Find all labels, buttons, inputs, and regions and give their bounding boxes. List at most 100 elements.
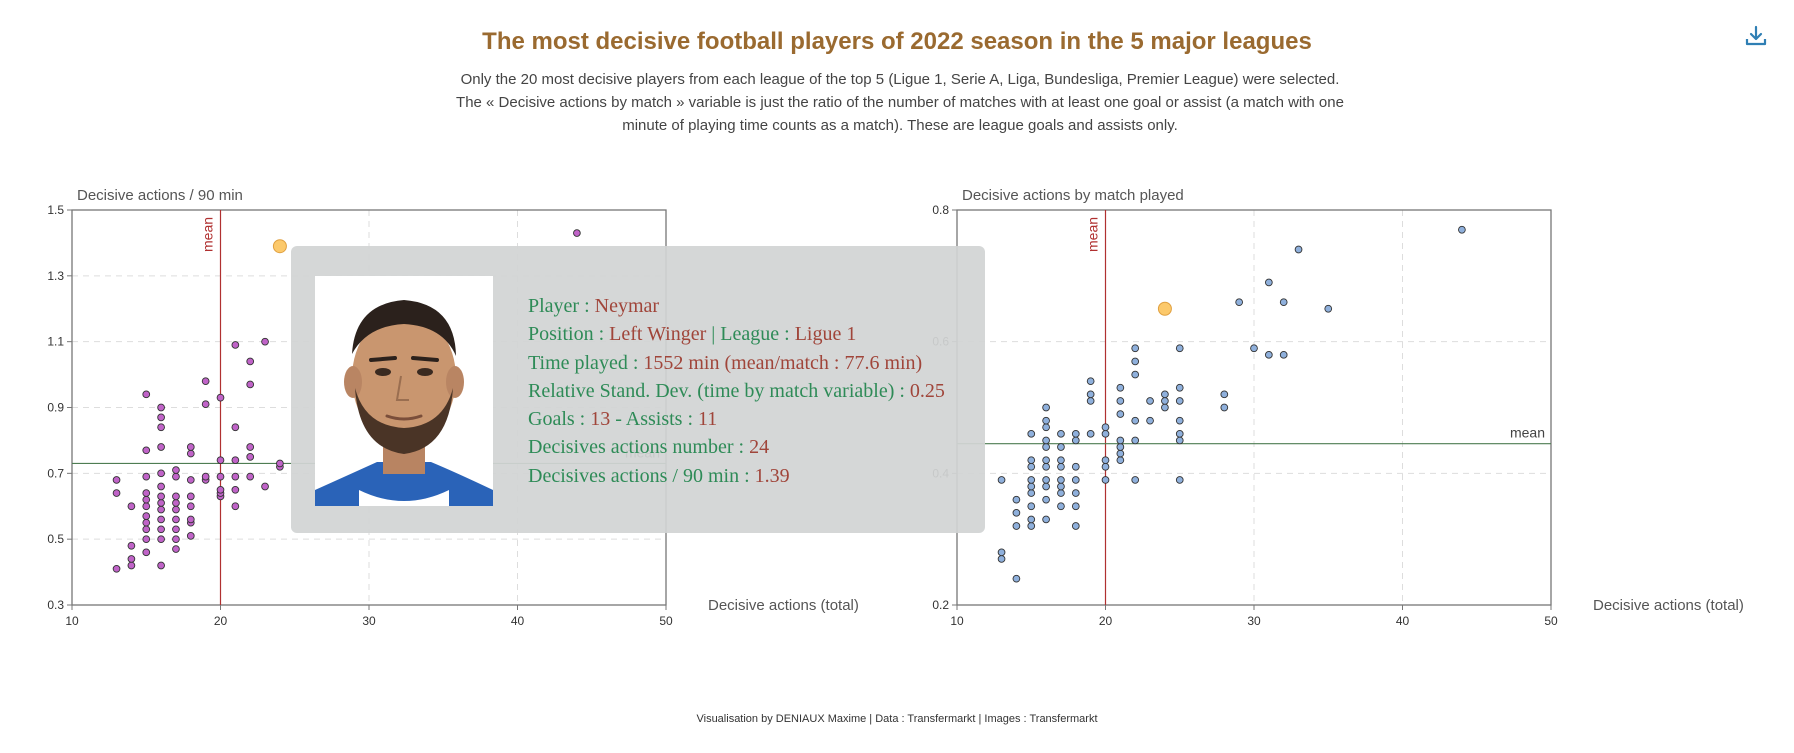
tooltip-value: Neymar	[594, 295, 660, 317]
chart2-data-point	[1161, 403, 1169, 412]
chart1-data-point	[142, 535, 151, 544]
tooltip-label: Time played :	[528, 351, 644, 374]
chart2-highlighted-point	[1157, 301, 1172, 316]
chart2-data-point	[1057, 443, 1065, 451]
chart1-data-point	[186, 449, 195, 458]
tooltip-label: Relative Stand. Dev. (time by match vari…	[528, 379, 910, 402]
chart2-data-point	[1220, 390, 1229, 399]
chart2-data-point	[1101, 423, 1110, 432]
chart2-x-axis-label: Decisive actions (total)	[1593, 597, 1744, 614]
chart1-data-point	[142, 525, 151, 534]
chart1-data-point	[231, 485, 240, 494]
chart1-data-point	[246, 380, 255, 389]
chart2-data-point	[1131, 476, 1140, 484]
chart2-data-point	[1027, 476, 1036, 484]
chart2-data-point	[1250, 344, 1258, 353]
tooltip-decisive-number: Decisives actions number : 24	[528, 433, 945, 461]
tooltip-goals-assists: Goals : 13 - Assists : 11	[528, 405, 945, 433]
chart2-data-point	[1131, 370, 1140, 379]
chart2-data-point	[1101, 456, 1110, 465]
tooltip-value: 11	[698, 408, 718, 431]
chart2-data-point	[1057, 482, 1065, 491]
chart1-data-point	[186, 532, 195, 540]
chart1-y-tick-label: 1.1	[47, 335, 64, 349]
chart2-data-point	[1027, 456, 1036, 465]
chart1-data-point	[261, 337, 269, 346]
chart1-data-point	[231, 341, 240, 349]
chart2-x-tick-label: 50	[1544, 614, 1558, 628]
chart2-mean-x-label: mean	[1085, 217, 1101, 252]
chart1-x-tick-label: 20	[214, 614, 228, 628]
chart1-data-point	[127, 555, 136, 563]
chart2-data-point	[1101, 462, 1110, 471]
chart1-data-point	[172, 515, 180, 524]
chart2-data-point	[1131, 416, 1140, 425]
chart1-data-point	[216, 393, 225, 402]
chart1-data-point	[157, 423, 165, 432]
chart1-data-point	[186, 443, 195, 451]
subtitle-line: minute of playing time counts as a match…	[622, 117, 1178, 134]
chart2-data-point	[1057, 456, 1065, 465]
tooltip-label: Position :	[528, 323, 610, 346]
chart1-data-point	[216, 456, 225, 465]
chart1-y-axis-label: Decisive actions / 90 min	[77, 187, 243, 204]
chart2-data-point	[1057, 502, 1065, 511]
chart1-data-point	[186, 492, 195, 501]
chart2-data-point	[1279, 350, 1288, 359]
chart2-data-point	[1086, 397, 1095, 405]
chart1-data-point	[142, 472, 151, 481]
chart1-data-point	[112, 489, 121, 497]
chart1-data-point	[157, 505, 165, 514]
tooltip-label: Decisives actions number :	[528, 436, 750, 459]
chart1-data-point	[142, 502, 151, 511]
chart2-data-point	[1012, 495, 1021, 504]
chart2-data-point	[1264, 350, 1273, 359]
chart1-data-point	[142, 512, 151, 520]
chart1-data-point	[186, 502, 195, 511]
tooltip-label: | League :	[706, 323, 795, 346]
download-icon[interactable]	[1744, 24, 1768, 48]
tooltip-value: 13	[590, 408, 611, 431]
chart2-data-point	[1057, 489, 1065, 497]
chart2-data-point	[1027, 515, 1036, 524]
chart1-data-point	[142, 446, 151, 455]
tooltip-label: Goals :	[528, 408, 591, 431]
chart1-data-point	[246, 453, 255, 461]
chart2-data-point	[1071, 429, 1080, 438]
chart1-data-point	[157, 469, 165, 478]
chart1-data-point	[231, 472, 240, 481]
chart2-data-point	[1042, 476, 1050, 484]
chart2-data-point	[1057, 429, 1065, 438]
tooltip-rsd: Relative Stand. Dev. (time by match vari…	[528, 377, 945, 405]
chart2-data-point	[1012, 574, 1021, 583]
chart2-data-point	[1458, 225, 1466, 234]
chart2-data-point	[1175, 429, 1184, 438]
chart1-data-point	[216, 485, 225, 494]
chart2-data-point	[1116, 456, 1125, 465]
chart2-data-point	[1220, 403, 1229, 412]
chart2-data-point	[1042, 456, 1050, 465]
chart2-data-point	[1175, 476, 1184, 484]
chart1-data-point	[172, 472, 180, 481]
chart2-data-point	[1116, 383, 1125, 392]
chart1-mean-x-label: mean	[200, 217, 216, 252]
chart1-data-point	[231, 423, 240, 432]
chart1-data-point	[172, 505, 180, 514]
chart1-data-point	[172, 545, 180, 553]
chart2-x-tick-label: 20	[1099, 614, 1113, 628]
chart2-data-point	[1175, 344, 1184, 353]
chart2-data-point	[1279, 298, 1288, 307]
chart1-data-point	[231, 502, 240, 511]
chart2-data-point	[1086, 377, 1095, 386]
chart2-data-point	[1131, 436, 1140, 445]
chart2-data-point	[1042, 482, 1050, 491]
chart1-x-tick-label: 50	[659, 614, 673, 628]
chart2-x-tick-label: 10	[950, 614, 964, 628]
chart2-data-point	[1101, 476, 1110, 484]
chart1-data-point	[246, 472, 255, 481]
chart1-data-point	[112, 476, 121, 484]
chart2-data-point	[1116, 410, 1125, 418]
tooltip-value: Ligue 1	[794, 323, 857, 346]
chart2-data-point	[1042, 403, 1050, 412]
subtitle-line: The « Decisive actions by match » variab…	[456, 94, 1344, 111]
